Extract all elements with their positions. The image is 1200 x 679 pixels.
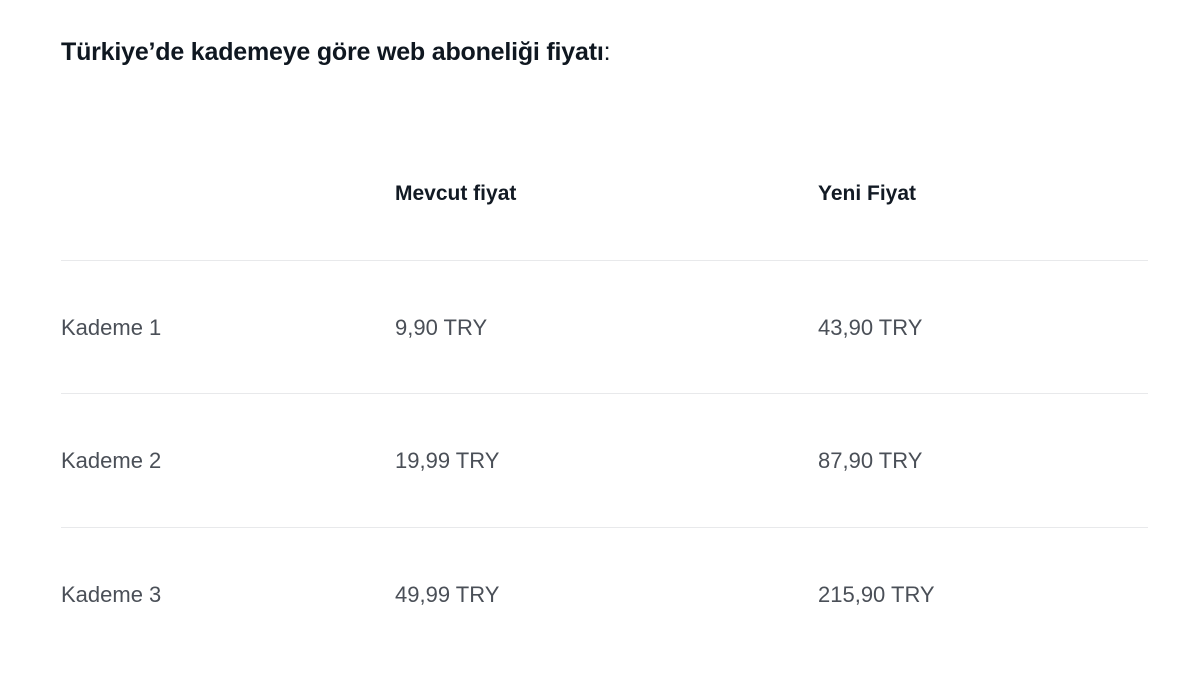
table-row: Kademe 3 49,99 TRY 215,90 TRY [61,528,1148,661]
table-row: Kademe 1 9,90 TRY 43,90 TRY [61,261,1148,394]
row-divider [61,260,1148,261]
table-header-row: Mevcut fiyat Yeni Fiyat [61,128,1148,260]
new-price: 215,90 TRY [818,581,935,607]
tier-name: Kademe 1 [61,314,162,340]
row-divider [61,527,1148,528]
title-colon: : [603,38,611,66]
title-text: Türkiye’de kademeye göre web aboneliği f… [61,38,604,66]
tier-name: Kademe 2 [61,447,162,473]
table-row: Kademe 2 19,99 TRY 87,90 TRY [61,394,1148,527]
current-price: 9,90 TRY [395,314,488,340]
header-current-price: Mevcut fiyat [395,182,517,205]
new-price: 87,90 TRY [818,447,923,473]
current-price: 19,99 TRY [395,447,500,473]
tier-name: Kademe 3 [61,581,162,607]
page-title: Türkiye’de kademeye göre web aboneliği f… [61,38,611,67]
current-price: 49,99 TRY [395,581,500,607]
header-new-price: Yeni Fiyat [818,182,917,205]
row-divider [61,393,1148,394]
new-price: 43,90 TRY [818,314,923,340]
